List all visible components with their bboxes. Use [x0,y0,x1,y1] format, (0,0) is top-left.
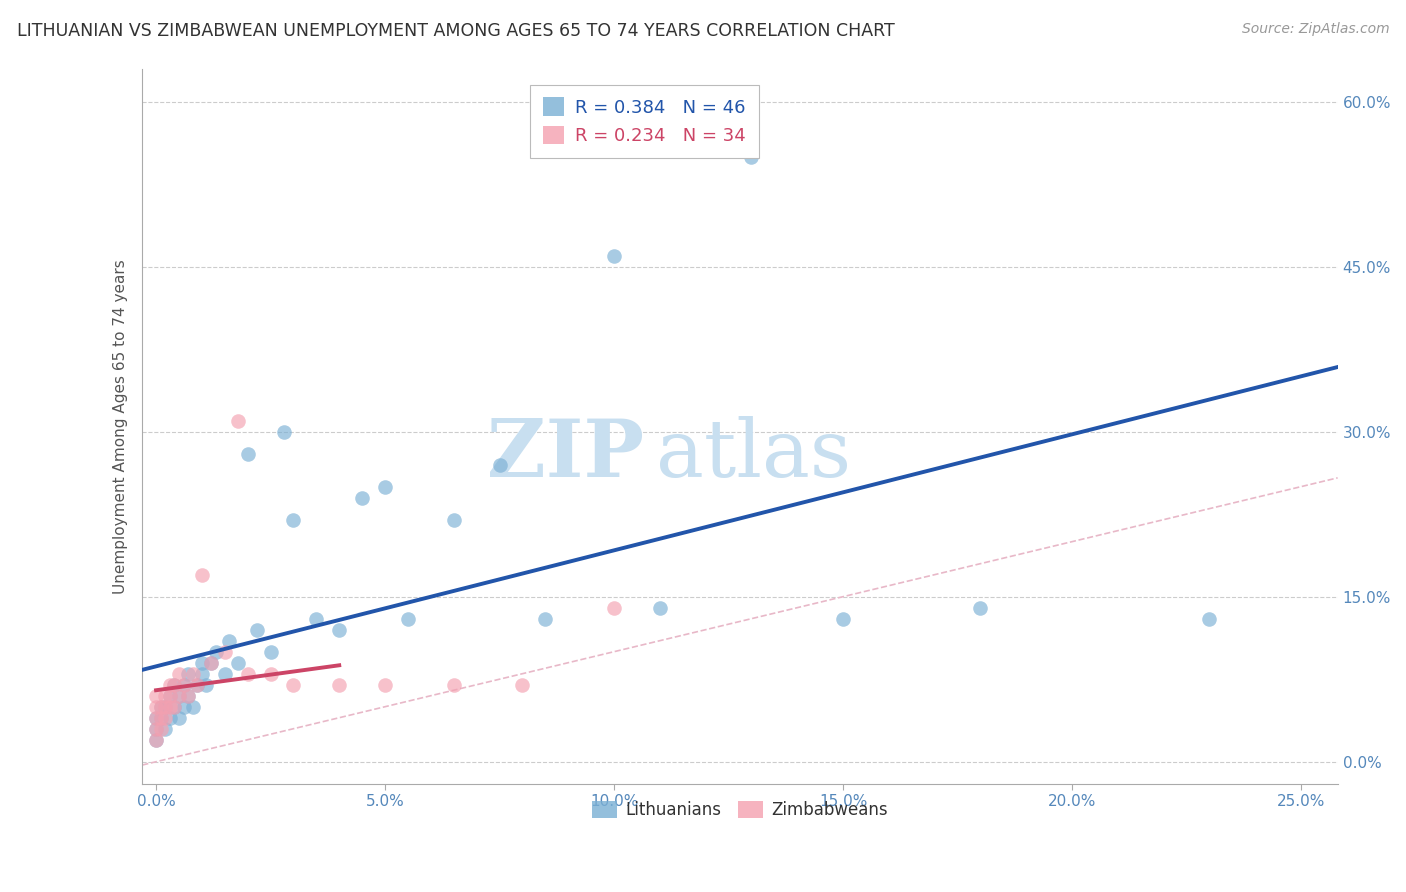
Point [167,666,190,681]
Point [145,689,167,703]
Point [259,666,281,681]
Point [173,678,195,692]
Point [283,678,305,692]
Point [163,678,186,692]
Point [145,711,167,725]
Point [149,722,172,736]
Point [228,414,250,428]
Point [163,678,186,692]
Point [283,513,305,527]
Point [273,425,295,439]
Point [218,633,240,648]
Point [374,480,396,494]
Point [740,150,762,164]
Point [186,678,208,692]
Point [149,699,172,714]
Point [214,645,236,659]
Point [443,513,465,527]
Point [177,666,200,681]
Text: atlas: atlas [657,416,852,494]
Point [177,689,200,703]
Point [236,666,259,681]
Point [195,678,218,692]
Point [191,666,214,681]
Point [159,699,181,714]
Point [177,689,200,703]
Point [159,689,181,703]
Point [145,732,167,747]
Point [155,699,177,714]
Point [155,699,177,714]
Point [969,600,991,615]
Point [832,612,855,626]
Text: Source: ZipAtlas.com: Source: ZipAtlas.com [1241,22,1389,37]
Point [1198,612,1220,626]
Point [155,689,177,703]
Point [603,600,626,615]
Text: ZIP: ZIP [488,416,644,494]
Point [163,699,186,714]
Point [443,678,465,692]
Point [204,645,226,659]
Point [191,567,214,582]
Point [488,458,510,472]
Legend: Lithuanians, Zimbabweans: Lithuanians, Zimbabweans [585,794,894,825]
Point [167,689,190,703]
Point [236,447,259,461]
Point [191,656,214,670]
Point [149,711,172,725]
Point [246,623,269,637]
Point [200,656,222,670]
Point [512,678,534,692]
Point [328,623,350,637]
Point [145,732,167,747]
Text: LITHUANIAN VS ZIMBABWEAN UNEMPLOYMENT AMONG AGES 65 TO 74 YEARS CORRELATION CHAR: LITHUANIAN VS ZIMBABWEAN UNEMPLOYMENT AM… [17,22,894,40]
Point [228,656,250,670]
Point [534,612,557,626]
Point [163,699,186,714]
Point [259,645,281,659]
Point [145,722,167,736]
Point [181,699,204,714]
Point [374,678,396,692]
Point [145,699,167,714]
Point [648,600,671,615]
Point [200,656,222,670]
Point [149,711,172,725]
Point [145,711,167,725]
Point [167,711,190,725]
Point [603,249,626,263]
Point [155,711,177,725]
Point [328,678,350,692]
Point [352,491,374,505]
Point [159,711,181,725]
Point [159,678,181,692]
Point [155,722,177,736]
Point [173,699,195,714]
Y-axis label: Unemployment Among Ages 65 to 74 years: Unemployment Among Ages 65 to 74 years [114,259,128,593]
Point [186,678,208,692]
Point [305,612,328,626]
Point [167,689,190,703]
Point [181,666,204,681]
Point [149,699,172,714]
Point [145,722,167,736]
Point [173,678,195,692]
Point [396,612,419,626]
Point [214,666,236,681]
Point [159,689,181,703]
